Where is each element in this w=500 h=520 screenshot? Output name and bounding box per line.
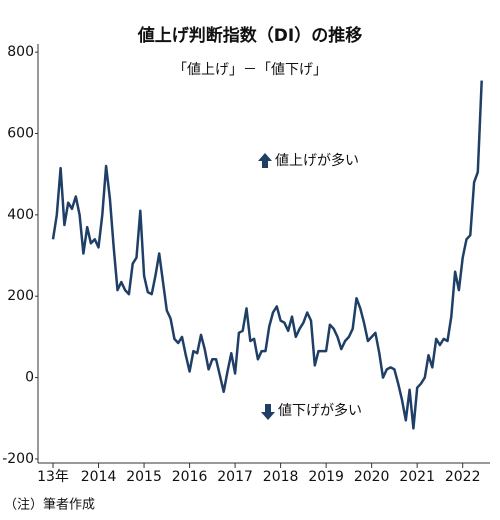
y-tick-label: 200 — [7, 288, 34, 304]
note: （注）筆者作成 — [4, 498, 95, 513]
x-tick-label: 13年 — [37, 469, 69, 485]
line — [51, 80, 483, 430]
x-tick-label: 2022 — [445, 469, 481, 485]
annotation: 値上げが多い — [275, 152, 359, 169]
x-tick-label: 2021 — [399, 469, 435, 485]
x-tick-label: 2019 — [308, 469, 344, 485]
y-tick-label: -200 — [2, 451, 34, 467]
x-tick-label: 2017 — [217, 469, 253, 485]
y-tick-label: 400 — [7, 207, 34, 223]
up-arrow — [258, 153, 272, 168]
chart-title: 値上げ判断指数（DI）の推移 — [137, 25, 362, 46]
x-tick-label: 2016 — [172, 469, 208, 485]
x-tick-label: 2014 — [81, 469, 117, 485]
x-tick-label: 2018 — [263, 469, 299, 485]
x-tick-label: 2015 — [126, 469, 162, 485]
y-tick-label: 0 — [25, 370, 34, 386]
down-arrow — [261, 404, 275, 420]
x-tick-label: 2020 — [354, 469, 390, 485]
chart-subtitle: 「値上げ」－「値下げ」 — [173, 62, 327, 78]
y-tick-label: 600 — [7, 125, 34, 141]
y-tick-label: 800 — [7, 44, 34, 60]
annotation: 値下げが多い — [278, 402, 362, 419]
